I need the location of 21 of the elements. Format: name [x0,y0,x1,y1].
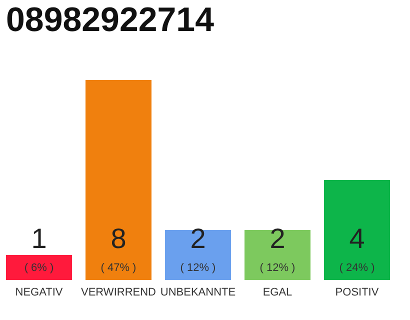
bar [324,180,390,280]
bar [86,80,152,280]
x-tick-label: UNBEKANNTE [160,286,236,298]
x-tick-label: EGAL [262,286,292,298]
annotation: ( 12% ) [180,262,216,274]
bar [165,230,231,280]
chart-title: 08982922714 [6,1,214,39]
data-label: 8 [110,223,126,254]
x-tick-label: VERWIRREND [81,286,156,298]
data-label: 2 [270,223,286,254]
x-tick-label: NEGATIV [15,286,64,298]
x-tick-label: POSITIV [335,286,380,298]
annotation: ( 6% ) [24,262,54,274]
bar [6,255,72,280]
data-label: 4 [349,223,365,254]
bar [244,230,310,280]
data-label: 2 [190,223,206,254]
annotation: ( 24% ) [339,262,375,274]
annotation: ( 12% ) [260,262,296,274]
annotation: ( 47% ) [100,262,136,274]
data-label: 1 [31,223,47,254]
